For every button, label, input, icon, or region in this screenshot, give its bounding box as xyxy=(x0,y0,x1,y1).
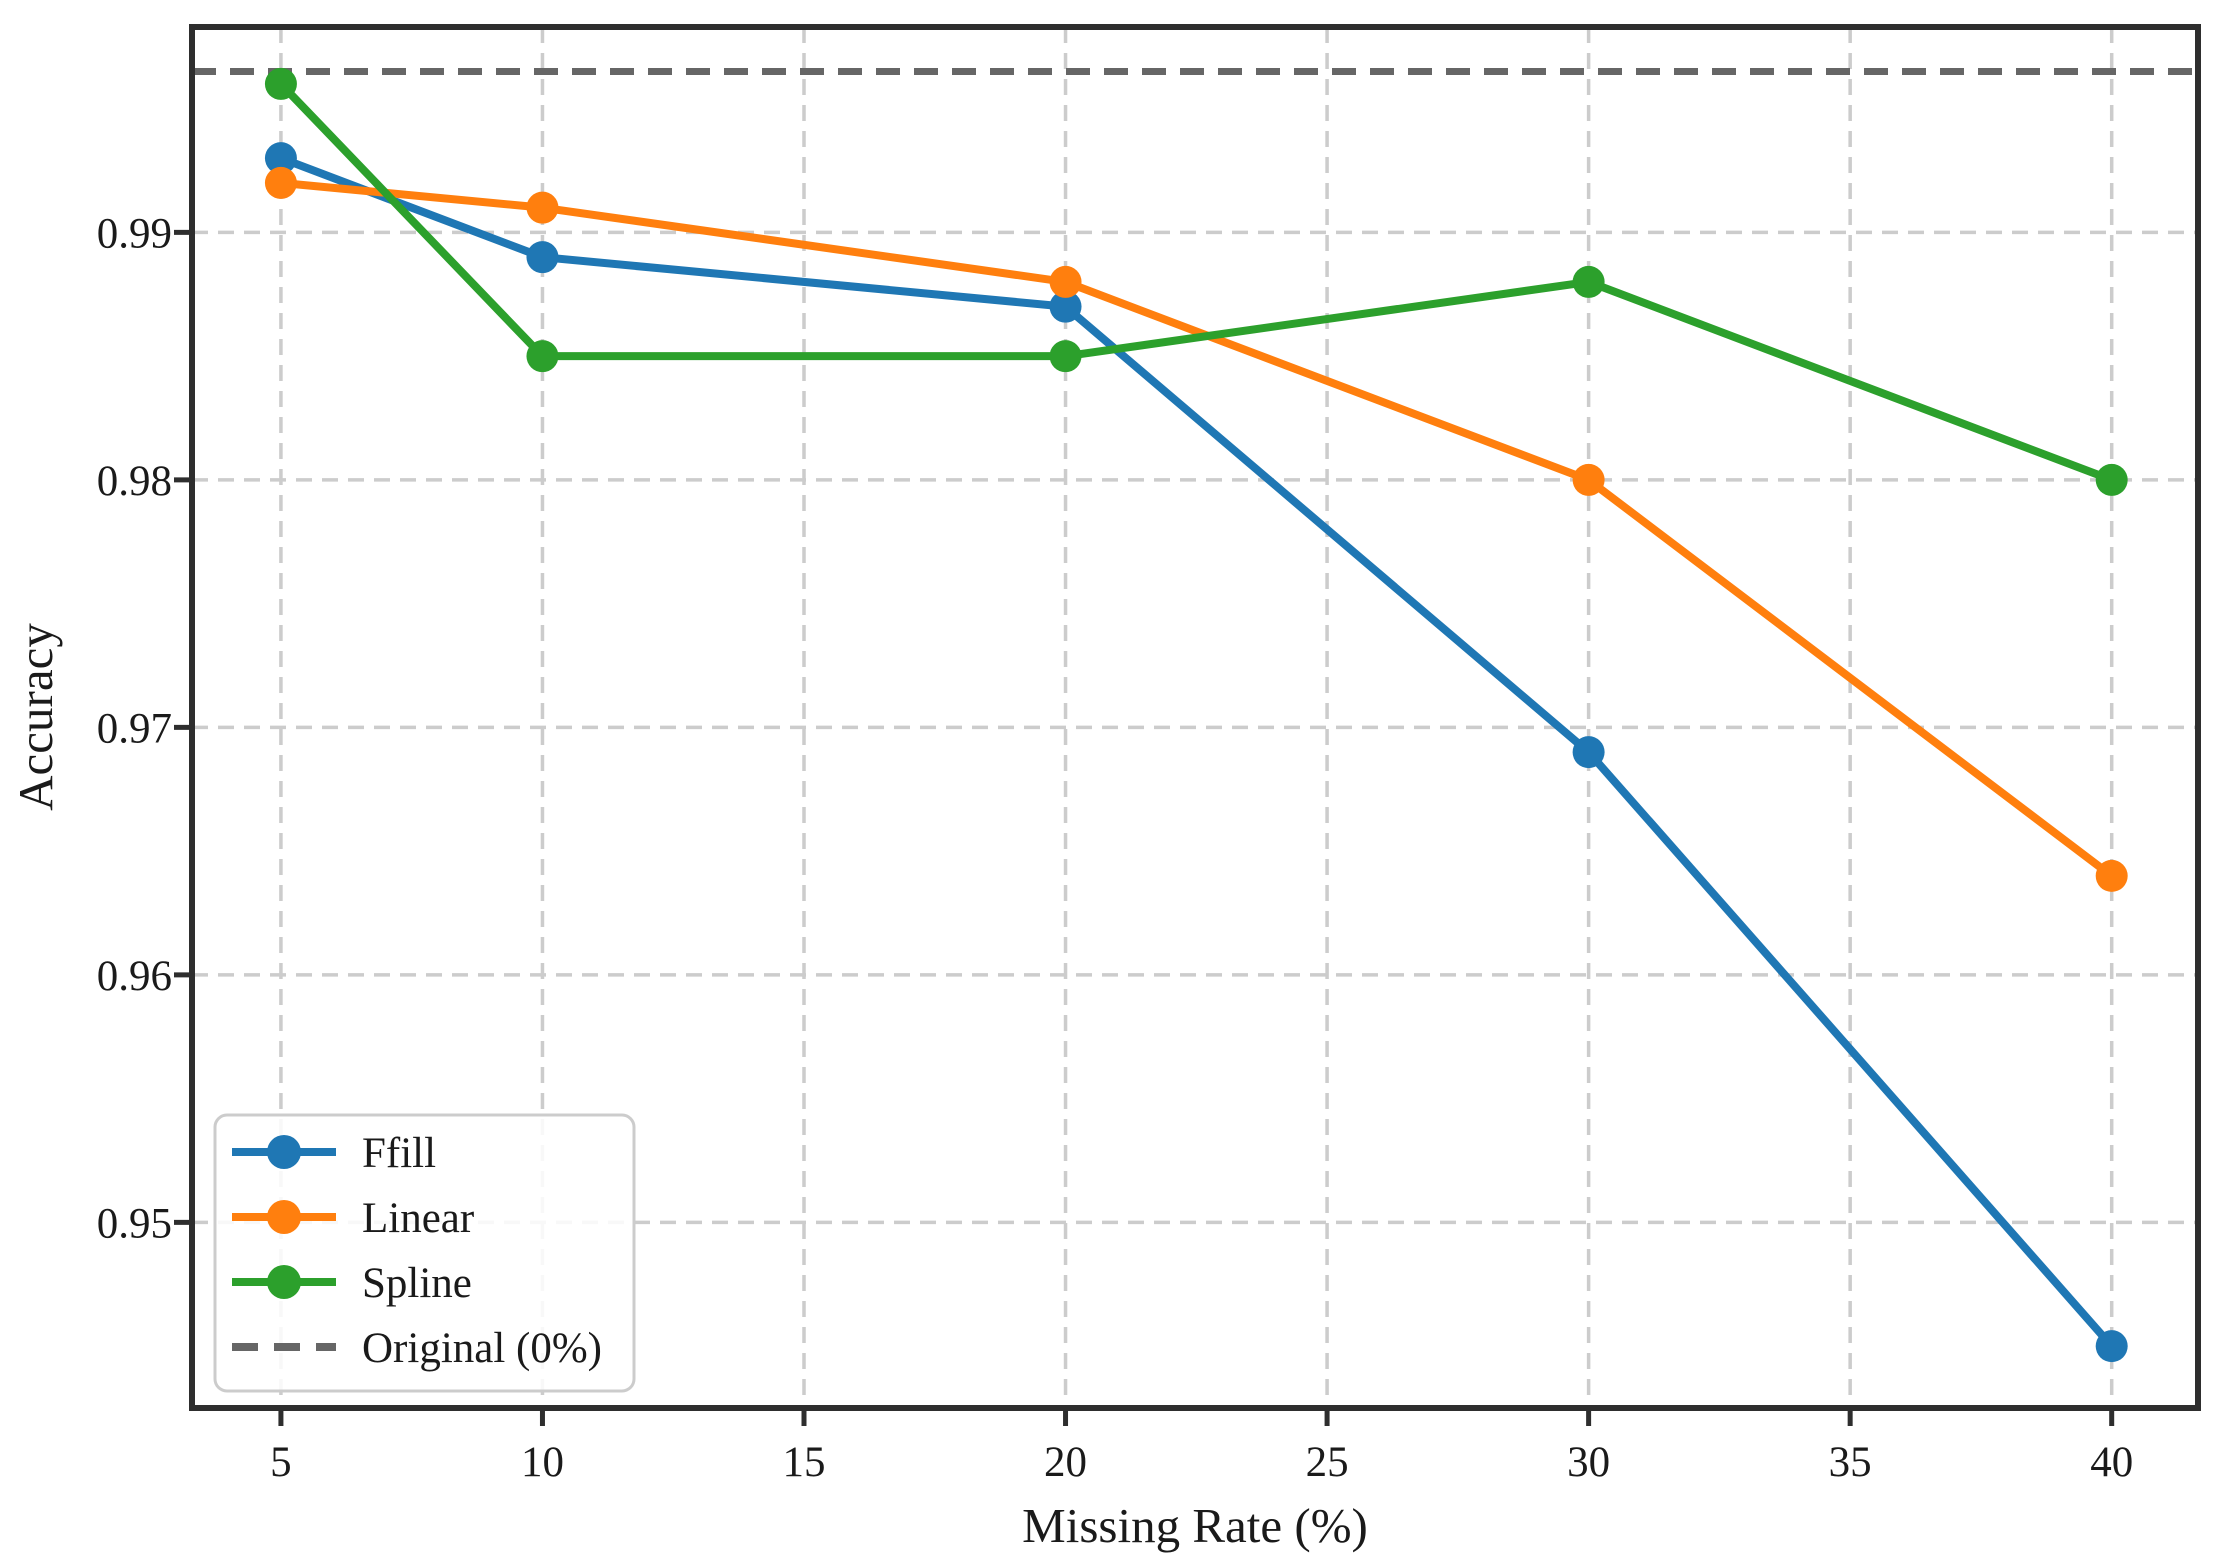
data-point-spline xyxy=(264,67,297,100)
x-tick-label: 15 xyxy=(783,1439,826,1486)
x-tick-label: 10 xyxy=(521,1439,564,1486)
legend-swatch-marker xyxy=(267,1135,301,1169)
data-point-linear xyxy=(1572,463,1605,496)
legend-label: Ffill xyxy=(362,1130,436,1177)
data-point-spline xyxy=(1572,265,1605,298)
legend-swatch-marker xyxy=(267,1200,301,1234)
data-point-spline xyxy=(1049,340,1082,373)
data-point-linear xyxy=(1049,265,1082,298)
x-tick-label: 20 xyxy=(1044,1439,1087,1486)
x-tick-label: 35 xyxy=(1829,1439,1872,1486)
data-point-linear xyxy=(2095,859,2128,892)
y-tick-label: 0.99 xyxy=(97,210,172,257)
legend-item-ffill: Ffill xyxy=(232,1130,436,1177)
legend-box xyxy=(213,1113,636,1393)
data-point-ffill xyxy=(2095,1330,2128,1363)
x-tick-label: 40 xyxy=(2090,1439,2133,1486)
series-line-linear xyxy=(276,178,2116,880)
y-tick-label: 0.98 xyxy=(97,458,172,505)
legend-swatch-marker xyxy=(267,1265,301,1299)
x-tick-label: 5 xyxy=(270,1439,292,1486)
legend-item-spline: Spline xyxy=(232,1260,472,1307)
axis-ticks: 5 10 15 20 25 30 35 40 0.95 0.96 0.97 0.98 0.99 xyxy=(97,210,2133,1486)
x-tick-label: 30 xyxy=(1567,1439,1610,1486)
legend-label: Spline xyxy=(362,1260,472,1307)
data-point-ffill xyxy=(526,241,559,274)
data-point-spline xyxy=(526,340,559,373)
y-tick-label: 0.96 xyxy=(97,953,172,1000)
y-axis-label: Accuracy xyxy=(8,623,63,811)
legend: Ffill Linear Spline Original (0%) xyxy=(213,1113,636,1393)
legend-label: Linear xyxy=(362,1195,474,1242)
data-point-ffill xyxy=(1049,290,1082,323)
legend-label: Original (0%) xyxy=(362,1325,602,1372)
data-point-linear xyxy=(526,191,559,224)
x-tick-label: 25 xyxy=(1306,1439,1349,1486)
data-point-ffill xyxy=(1572,736,1605,769)
y-tick-label: 0.97 xyxy=(97,705,172,752)
data-point-spline xyxy=(2095,463,2128,496)
series-layer xyxy=(264,67,2128,1363)
legend-item-original-0: Original (0%) xyxy=(232,1325,602,1372)
y-tick-label: 0.95 xyxy=(97,1200,172,1247)
data-point-linear xyxy=(264,166,297,199)
x-axis-label: Missing Rate (%) xyxy=(1022,1498,1368,1553)
legend-item-linear: Linear xyxy=(232,1195,474,1242)
data-point-ffill xyxy=(264,142,297,175)
plot-border xyxy=(189,24,2201,1411)
